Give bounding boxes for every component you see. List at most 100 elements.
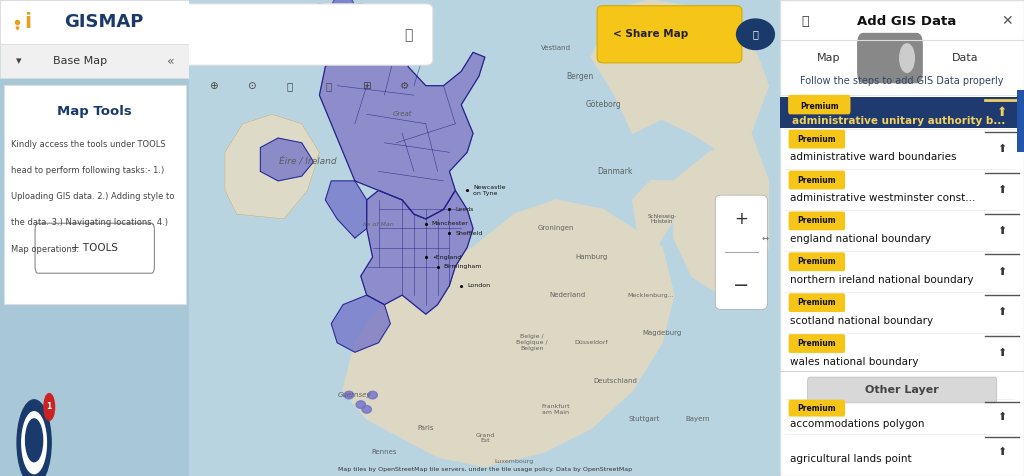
Text: the data. 3.) Navigating locations. 4.): the data. 3.) Navigating locations. 4.) <box>11 218 168 228</box>
FancyBboxPatch shape <box>716 195 767 309</box>
FancyBboxPatch shape <box>1017 90 1024 152</box>
FancyBboxPatch shape <box>0 0 189 44</box>
Circle shape <box>353 4 368 15</box>
Text: «: « <box>167 54 174 68</box>
Text: Great: Great <box>392 111 412 117</box>
Text: Éire / Ireland: Éire / Ireland <box>279 158 337 166</box>
Text: Kindly access the tools under TOOLS: Kindly access the tools under TOOLS <box>11 140 166 149</box>
Text: Stuttgart: Stuttgart <box>629 416 660 422</box>
Text: agricultural lands point: agricultural lands point <box>791 454 911 464</box>
Text: Düsseldorf: Düsseldorf <box>574 340 608 345</box>
Text: ↔: ↔ <box>762 234 769 242</box>
Text: administrative westminster const...: administrative westminster const... <box>791 193 976 203</box>
Text: Premium: Premium <box>798 404 837 413</box>
Text: accommodations polygon: accommodations polygon <box>791 418 925 428</box>
Text: Premium: Premium <box>798 176 837 185</box>
Circle shape <box>368 391 377 399</box>
Text: Deutschland: Deutschland <box>593 378 637 384</box>
FancyBboxPatch shape <box>35 223 155 273</box>
Circle shape <box>361 406 372 413</box>
Text: Premium: Premium <box>798 135 837 144</box>
FancyBboxPatch shape <box>788 130 845 149</box>
Text: Manchester: Manchester <box>432 221 469 226</box>
Text: +: + <box>734 210 749 228</box>
Polygon shape <box>633 181 674 248</box>
FancyBboxPatch shape <box>788 211 845 230</box>
Text: Paris: Paris <box>418 426 434 431</box>
Text: Uploading GIS data. 2.) Adding style to: Uploading GIS data. 2.) Adding style to <box>11 192 175 201</box>
Text: administrative unitary authority b...: administrative unitary authority b... <box>793 116 1006 126</box>
FancyBboxPatch shape <box>597 6 741 63</box>
Text: + TOOLS: + TOOLS <box>72 243 118 253</box>
Text: Follow the steps to add GIS Data properly: Follow the steps to add GIS Data properl… <box>801 76 1004 86</box>
Text: Grand
Est: Grand Est <box>475 433 495 443</box>
Circle shape <box>331 33 343 43</box>
FancyBboxPatch shape <box>4 85 185 304</box>
Circle shape <box>900 44 914 72</box>
Text: ⬆: ⬆ <box>997 348 1007 358</box>
Text: Birmingham: Birmingham <box>443 264 482 269</box>
Circle shape <box>343 19 355 29</box>
FancyBboxPatch shape <box>182 4 433 65</box>
Polygon shape <box>591 0 768 152</box>
Text: Rennes: Rennes <box>372 449 397 455</box>
Text: Sheffield: Sheffield <box>456 231 482 236</box>
Text: < Share Map: < Share Map <box>612 29 688 40</box>
Text: Premium: Premium <box>800 102 839 111</box>
Text: Ile of Man: Ile of Man <box>364 211 394 227</box>
FancyBboxPatch shape <box>780 0 1024 476</box>
FancyBboxPatch shape <box>857 33 923 83</box>
Polygon shape <box>331 295 390 352</box>
Text: ⬆: ⬆ <box>996 106 1008 119</box>
Text: Map: Map <box>817 53 841 63</box>
Text: head to perform following tasks:- 1.): head to perform following tasks:- 1.) <box>11 166 165 175</box>
FancyBboxPatch shape <box>0 44 189 78</box>
FancyBboxPatch shape <box>788 334 845 353</box>
FancyBboxPatch shape <box>788 252 845 271</box>
Text: ⬛: ⬛ <box>287 80 293 91</box>
Text: ⬆: ⬆ <box>997 412 1007 422</box>
Text: Danmark: Danmark <box>597 167 633 176</box>
Circle shape <box>317 17 334 30</box>
Circle shape <box>44 394 54 420</box>
Text: −: − <box>733 276 750 295</box>
Text: Mecklenburg...: Mecklenburg... <box>627 293 674 298</box>
Circle shape <box>26 419 43 462</box>
Text: Magdeburg: Magdeburg <box>642 330 682 336</box>
Text: Newcastle
on Tyne: Newcastle on Tyne <box>473 185 506 196</box>
Polygon shape <box>319 14 485 219</box>
Polygon shape <box>360 190 473 314</box>
Circle shape <box>312 4 327 15</box>
FancyBboxPatch shape <box>788 95 851 114</box>
Text: Base Map: Base Map <box>52 56 106 66</box>
Text: england national boundary: england national boundary <box>791 234 931 244</box>
Text: Guernsey: Guernsey <box>338 392 372 398</box>
Text: Data: Data <box>952 53 979 63</box>
Circle shape <box>736 19 774 50</box>
Text: ⬆: ⬆ <box>997 267 1007 277</box>
Text: Bayern: Bayern <box>685 416 710 422</box>
Polygon shape <box>225 114 319 219</box>
Text: Groningen: Groningen <box>538 226 574 231</box>
Text: ⊞: ⊞ <box>362 80 371 91</box>
Circle shape <box>22 412 46 474</box>
Text: London: London <box>467 283 490 288</box>
Text: Map tiles by OpenStreetMap tile servers, under the tile usage policy. Data by Op: Map tiles by OpenStreetMap tile servers,… <box>338 467 632 472</box>
Text: ⬆: ⬆ <box>997 446 1007 456</box>
Text: administrative ward boundaries: administrative ward boundaries <box>791 152 956 162</box>
Text: ⬆: ⬆ <box>997 307 1007 317</box>
Text: Add GIS Data: Add GIS Data <box>857 15 956 28</box>
Text: Frankfurt
am Main: Frankfurt am Main <box>542 404 570 415</box>
Polygon shape <box>674 133 768 295</box>
Text: Premium: Premium <box>798 339 837 348</box>
Text: Nederland: Nederland <box>550 292 586 298</box>
Text: Vestland: Vestland <box>541 45 570 50</box>
Text: 👤: 👤 <box>753 29 759 40</box>
Text: ✕: ✕ <box>1001 14 1013 29</box>
Text: Map operations.: Map operations. <box>11 245 79 254</box>
Polygon shape <box>326 181 367 238</box>
Text: northern ireland national boundary: northern ireland national boundary <box>791 275 974 285</box>
Text: Hamburg: Hamburg <box>575 254 607 260</box>
Text: ⌕: ⌕ <box>326 80 332 91</box>
Text: ▾: ▾ <box>16 56 22 66</box>
